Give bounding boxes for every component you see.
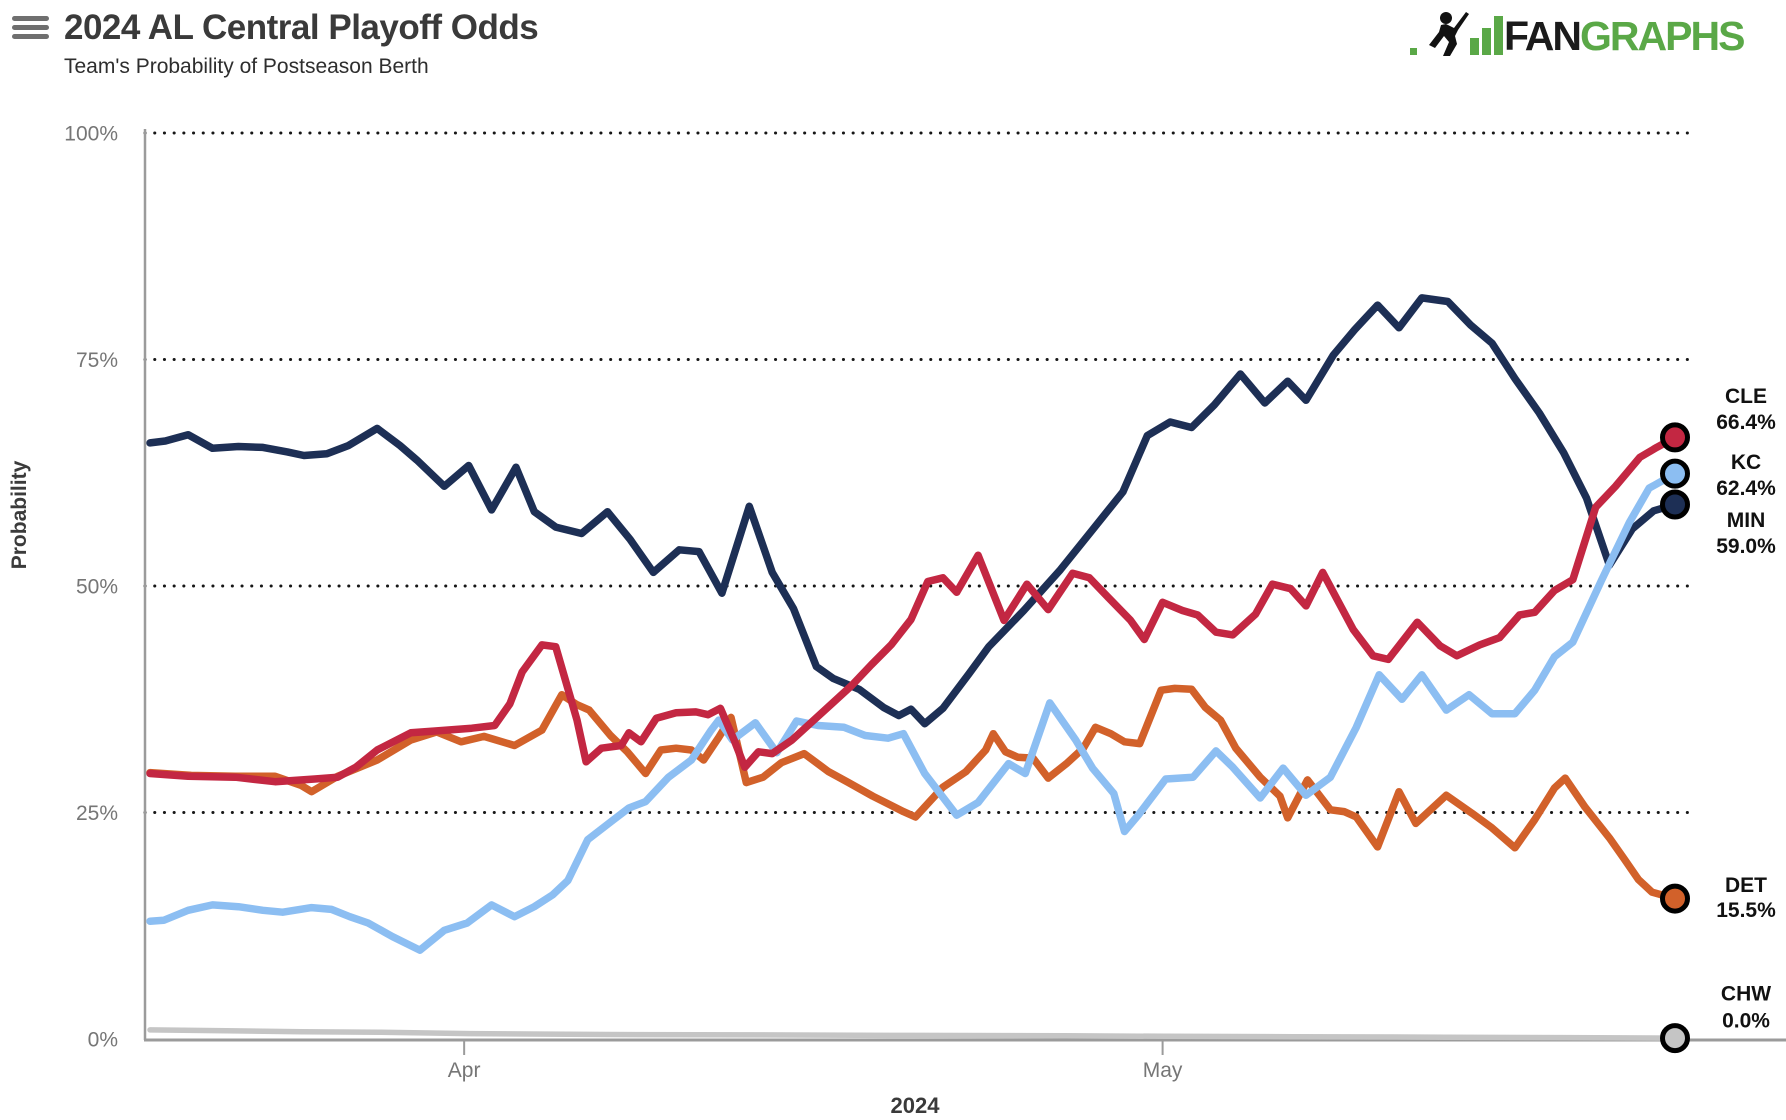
legend-value-kc: 62.4% [1716, 477, 1776, 500]
legend-name-kc: KC [1731, 451, 1761, 474]
x-tick-apr: Apr [448, 1059, 481, 1082]
legend-name-det: DET [1725, 874, 1767, 897]
legend-value-chw: 0.0% [1722, 1010, 1770, 1033]
hamburger-bar [12, 34, 49, 39]
page-subtitle: Team's Probability of Postseason Berth [64, 55, 429, 78]
end-dot-kc [1660, 458, 1690, 489]
series-line-min [146, 294, 1679, 728]
x-tick-may: May [1143, 1059, 1183, 1082]
end-dot-cle [1660, 422, 1690, 453]
legend-name-chw: CHW [1721, 983, 1771, 1006]
fangraphs-logo[interactable]: FANGRAPHS [1408, 8, 1745, 59]
series-line-det [146, 684, 1679, 903]
end-dot-det [1660, 883, 1690, 914]
legend-value-min: 59.0% [1716, 535, 1776, 558]
y-tick-75: 75% [76, 349, 118, 372]
end-dot-chw [1660, 1023, 1690, 1054]
end-dot-min [1660, 489, 1690, 520]
series-line-chw [147, 1027, 1678, 1041]
hamburger-bar [12, 25, 49, 30]
hamburger-bar [12, 16, 49, 21]
legend-value-det: 15.5% [1716, 899, 1776, 922]
y-tick-0: 0% [88, 1029, 118, 1052]
fangraphs-logo-text: FANGRAPHS [1504, 13, 1745, 59]
series-line-cle [146, 433, 1679, 786]
y-tick-50: 50% [76, 576, 118, 599]
fangraphs-batter-icon [1410, 12, 1503, 56]
y-tick-25: 25% [76, 802, 118, 825]
series-line-kc [146, 469, 1679, 954]
y-tick-100: 100% [64, 123, 118, 146]
legend-name-min: MIN [1727, 509, 1766, 532]
x-axis-title: 2024 [891, 1093, 941, 1118]
page-title: 2024 AL Central Playoff Odds [64, 8, 539, 47]
hamburger-menu-icon[interactable] [12, 16, 50, 43]
legend-name-cle: CLE [1725, 385, 1767, 408]
legend-value-cle: 66.4% [1716, 411, 1776, 434]
y-axis-title: Probability [8, 460, 31, 569]
